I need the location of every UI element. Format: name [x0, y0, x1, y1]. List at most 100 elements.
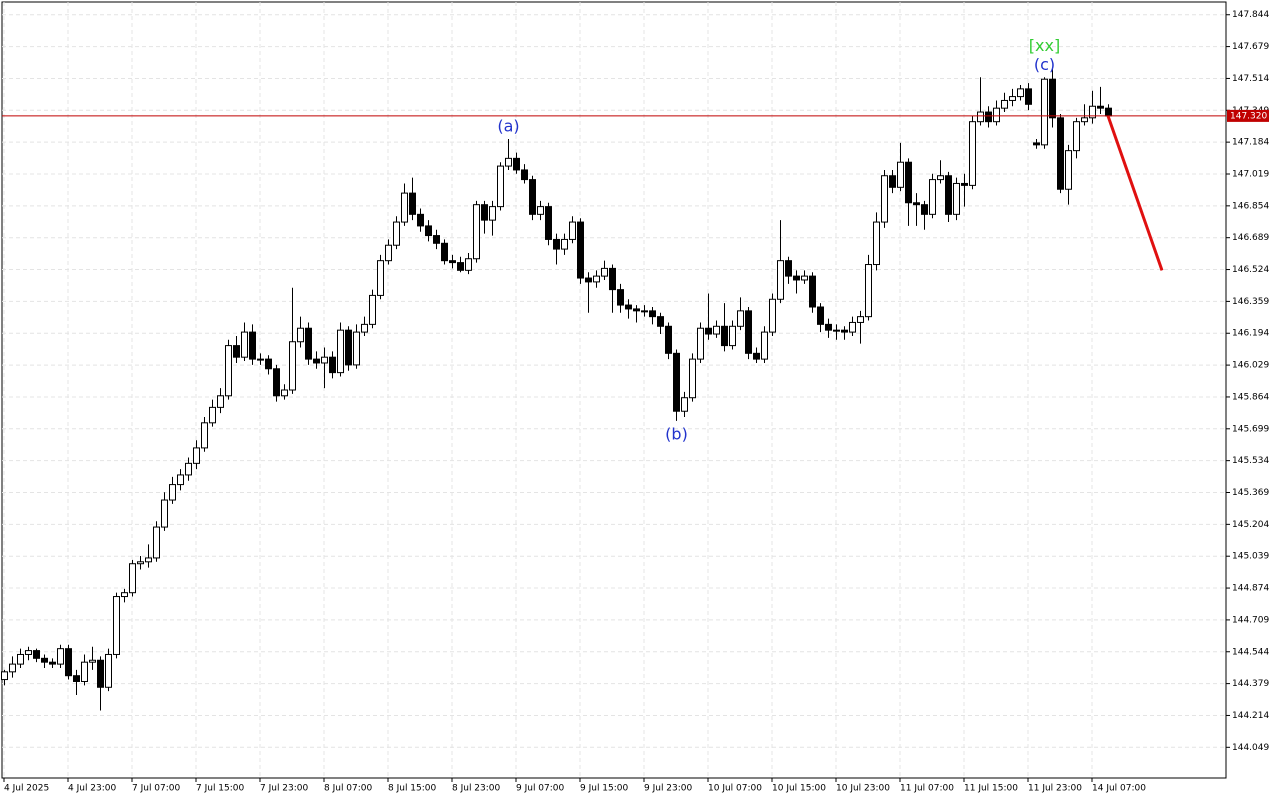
candle-body: [265, 358, 272, 370]
candle-body: [561, 238, 568, 250]
candle-body: [1057, 117, 1064, 190]
candle-body: [1, 671, 8, 681]
candle-body: [985, 111, 992, 123]
x-tick-label: 4 Jul 23:00: [68, 784, 117, 794]
candle-body: [481, 204, 488, 221]
candle-body: [1041, 78, 1048, 146]
candle-body: [761, 331, 768, 360]
x-tick-label: 9 Jul 23:00: [644, 784, 693, 794]
candle-body: [905, 161, 912, 204]
candle-body: [401, 192, 408, 223]
candle-body: [713, 325, 720, 335]
candle-body: [121, 592, 128, 598]
candle-body: [721, 325, 728, 347]
y-tick-label: 145.864: [1232, 392, 1269, 402]
candle-body: [17, 653, 24, 665]
x-tick-label: 11 Jul 15:00: [964, 784, 1018, 794]
candle-body: [865, 264, 872, 318]
candle-body: [553, 238, 560, 250]
candle-body: [1089, 105, 1096, 119]
candle-body: [769, 298, 776, 333]
candle-body: [249, 331, 256, 360]
candle-body: [697, 327, 704, 360]
candle-body: [681, 397, 688, 412]
candle-body: [33, 650, 40, 659]
candle-body: [321, 356, 328, 364]
candle-body: [233, 345, 240, 358]
candle-body: [217, 395, 224, 408]
candle-body: [41, 657, 48, 663]
x-tick-label: 10 Jul 07:00: [708, 784, 762, 794]
x-tick-label: 7 Jul 15:00: [196, 784, 245, 794]
candle-body: [193, 447, 200, 464]
candle-body: [25, 650, 32, 655]
candle-body: [185, 462, 192, 476]
candle-body: [537, 206, 544, 215]
y-tick-label: 145.699: [1232, 424, 1269, 434]
candle-body: [113, 596, 120, 655]
candle-body: [937, 175, 944, 181]
candle-body: [657, 316, 664, 327]
x-tick-label: 9 Jul 07:00: [516, 784, 565, 794]
candle-body: [169, 484, 176, 501]
candle-body: [129, 563, 136, 594]
candle-body: [977, 111, 984, 123]
candle-body: [945, 175, 952, 215]
x-tick-label: 7 Jul 07:00: [132, 784, 181, 794]
candle-body: [801, 275, 808, 281]
candle-body: [729, 325, 736, 347]
y-tick-label: 147.184: [1232, 138, 1269, 148]
candle-body: [241, 331, 248, 358]
x-tick-label: 11 Jul 23:00: [1028, 784, 1082, 794]
candle-body: [633, 308, 640, 312]
candle-body: [449, 260, 456, 264]
candle-body: [289, 341, 296, 391]
y-tick-label: 146.689: [1232, 233, 1269, 243]
candle-body: [49, 661, 56, 665]
y-tick-label: 144.049: [1232, 743, 1269, 753]
candle-body: [609, 267, 616, 291]
candle-body: [673, 352, 680, 412]
candle-body: [577, 221, 584, 279]
x-tick-label: 7 Jul 23:00: [260, 784, 309, 794]
candle-body: [1097, 105, 1104, 109]
candle-body: [641, 310, 648, 313]
candle-body: [857, 316, 864, 323]
candle-body: [345, 329, 352, 366]
candle-body: [1017, 88, 1024, 98]
candle-body: [881, 175, 888, 223]
candle-body: [785, 260, 792, 277]
candle-body: [161, 499, 168, 528]
wave-label: (a): [497, 117, 519, 136]
x-tick-label: 11 Jul 07:00: [900, 784, 954, 794]
candle-body: [313, 358, 320, 364]
candle-body: [833, 329, 840, 332]
y-tick-label: 147.679: [1232, 42, 1269, 52]
last-price-box: [1227, 109, 1269, 122]
candle-body: [825, 323, 832, 331]
candle-body: [385, 244, 392, 262]
candle-body: [969, 121, 976, 186]
x-tick-label: 8 Jul 23:00: [452, 784, 501, 794]
candle-body: [377, 260, 384, 296]
candle-body: [73, 675, 80, 682]
candle-body: [841, 329, 848, 333]
candle-body: [201, 422, 208, 449]
candle-body: [585, 277, 592, 283]
wave-label: (c): [1034, 55, 1055, 74]
candle-body: [953, 182, 960, 215]
y-tick-label: 144.544: [1232, 647, 1269, 657]
candle-body: [753, 352, 760, 360]
candle-body: [81, 661, 88, 682]
candle-body: [929, 179, 936, 215]
candle-body: [473, 204, 480, 260]
candle-body: [777, 260, 784, 300]
candle-body: [497, 165, 504, 208]
candle-body: [457, 262, 464, 271]
candle-body: [65, 648, 72, 677]
candle-body: [361, 323, 368, 333]
candle-body: [513, 157, 520, 171]
y-tick-label: 144.709: [1232, 615, 1269, 625]
candle-body: [353, 331, 360, 366]
